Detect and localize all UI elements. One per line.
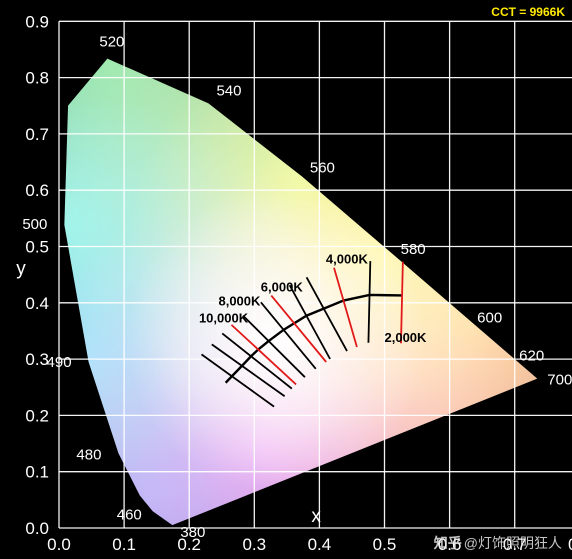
wavelength-label: 480 bbox=[76, 446, 101, 463]
chart-svg: 0.00.10.20.30.40.50.60.70.80.00.10.20.30… bbox=[0, 0, 572, 559]
x-axis-label: x bbox=[311, 506, 321, 527]
wavelength-label: 540 bbox=[216, 82, 241, 99]
wavelength-label: 600 bbox=[477, 309, 502, 326]
y-tick-label: 0.9 bbox=[25, 12, 49, 31]
wavelength-label: 500 bbox=[22, 216, 47, 233]
y-tick-label: 0.0 bbox=[25, 519, 49, 538]
cct-readout: CCT = 9966K bbox=[491, 5, 565, 19]
wavelength-label: 380 bbox=[180, 524, 205, 541]
x-tick-label: 0.3 bbox=[242, 535, 266, 554]
chromaticity-diagram: { "type": "cie1931-chromaticity-with-pla… bbox=[0, 0, 572, 559]
watermark: 知乎 @灯饰照明狂人 bbox=[434, 533, 562, 553]
wavelength-label: 700 bbox=[547, 372, 572, 389]
wavelength-label: 460 bbox=[117, 506, 142, 523]
wavelength-label: 620 bbox=[519, 347, 544, 364]
y-axis-label: y bbox=[16, 259, 26, 280]
watermark-text: @灯饰照明狂人 bbox=[464, 533, 562, 553]
cct-label: 8,000K bbox=[218, 294, 261, 309]
y-tick-label: 0.6 bbox=[25, 181, 49, 200]
y-tick-label: 0.2 bbox=[25, 406, 49, 425]
y-tick-label: 0.1 bbox=[25, 463, 49, 482]
cct-label: 2,000K bbox=[385, 330, 428, 345]
y-tick-label: 0.4 bbox=[25, 294, 49, 313]
x-tick-label: 0.5 bbox=[373, 535, 397, 554]
x-tick-label: 0.4 bbox=[308, 535, 332, 554]
y-tick-label: 0.3 bbox=[25, 350, 49, 369]
y-tick-label: 0.5 bbox=[25, 238, 49, 257]
x-tick-label: 0.1 bbox=[112, 535, 136, 554]
x-tick-label: 0.0 bbox=[47, 535, 71, 554]
cct-label: 4,000K bbox=[326, 251, 369, 266]
watermark-prefix: 知乎 bbox=[434, 533, 462, 553]
wavelength-label: 490 bbox=[47, 354, 72, 371]
y-tick-label: 0.7 bbox=[25, 125, 49, 144]
wavelength-label: 560 bbox=[310, 159, 335, 176]
wavelength-label: 520 bbox=[99, 34, 124, 51]
x-tick-label: 0.8 bbox=[568, 535, 572, 554]
cct-label: 10,000K bbox=[199, 311, 249, 326]
cct-label: 6,000K bbox=[261, 280, 304, 295]
y-tick-label: 0.8 bbox=[25, 69, 49, 88]
wavelength-label: 580 bbox=[401, 241, 426, 258]
